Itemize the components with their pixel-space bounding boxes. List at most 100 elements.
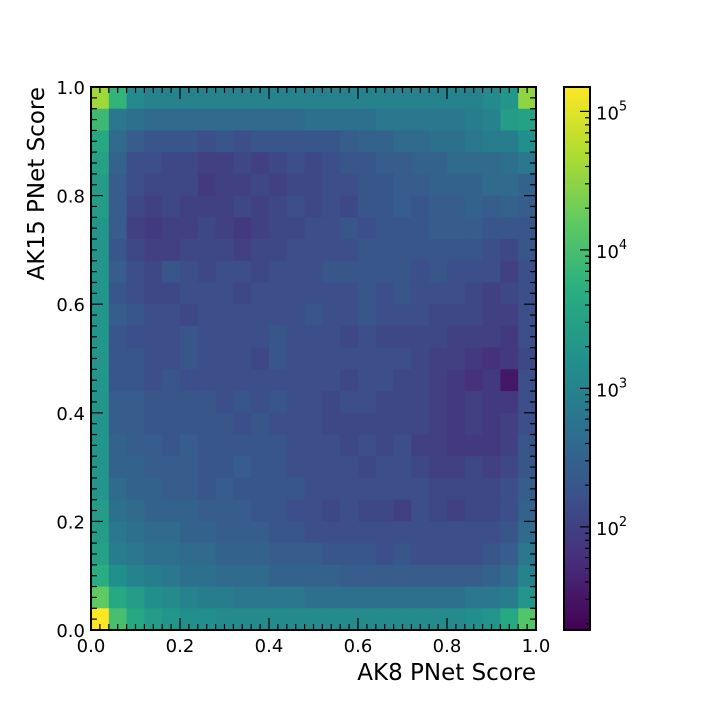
heatmap-cell	[518, 412, 537, 436]
heatmap-cell	[322, 260, 341, 284]
heatmap-cell	[180, 87, 199, 110]
heatmap-cell	[286, 456, 306, 479]
heatmap-cell	[322, 195, 341, 218]
x-axis-title: AK8 PNet Score	[357, 660, 536, 686]
heatmap-cell	[482, 325, 501, 349]
heatmap-cell	[447, 477, 466, 501]
heatmap-cell	[162, 304, 181, 327]
heatmap-cell	[91, 477, 110, 501]
heatmap-cell	[180, 521, 199, 544]
heatmap-cell	[518, 391, 537, 414]
heatmap-cell	[162, 260, 181, 284]
heatmap-cell	[411, 434, 430, 457]
heatmap-cell	[269, 173, 288, 197]
heatmap-cell	[180, 477, 199, 501]
heatmap-cell	[464, 412, 484, 436]
heatmap-cell	[251, 325, 270, 349]
heatmap-cell	[358, 499, 377, 522]
heatmap-cell	[251, 347, 270, 370]
heatmap-cell	[393, 347, 412, 370]
heatmap-cell	[180, 260, 199, 284]
heatmap-cell	[500, 434, 519, 457]
heatmap-cell	[411, 369, 430, 392]
heatmap-cell	[286, 304, 306, 327]
heatmap-cell	[251, 412, 270, 436]
heatmap-cell	[251, 564, 270, 588]
heatmap-cell	[447, 195, 466, 218]
x-tick-label: 0.6	[344, 636, 373, 657]
heatmap-cell	[162, 499, 181, 522]
heatmap-cell	[286, 173, 306, 197]
heatmap-cell	[251, 130, 270, 153]
heatmap-cell	[482, 521, 501, 544]
heatmap-cell	[375, 477, 395, 501]
heatmap-cell	[411, 239, 430, 262]
heatmap-cell	[269, 434, 288, 457]
heatmap-cell	[144, 282, 163, 305]
heatmap-cell	[375, 239, 395, 262]
y-tick-label: 0.6	[56, 295, 85, 316]
heatmap-cell	[482, 434, 501, 457]
heatmap-cell	[304, 586, 323, 609]
heatmap-cell	[500, 564, 519, 588]
heatmap-cell	[144, 608, 163, 631]
heatmap-cell	[215, 130, 234, 153]
heatmap-cell	[108, 521, 128, 544]
heatmap-cell	[322, 173, 341, 197]
heatmap-cell	[233, 499, 252, 522]
heatmap-cell	[340, 87, 359, 110]
heatmap-cell	[393, 456, 412, 479]
heatmap-cell	[126, 564, 145, 588]
heatmap-cell	[269, 260, 288, 284]
heatmap-cell	[375, 173, 395, 197]
heatmap-cell	[429, 87, 448, 110]
heatmap-cell	[393, 304, 412, 327]
heatmap-cell	[215, 586, 234, 609]
heatmap-cell	[464, 477, 484, 501]
heatmap-cell	[464, 586, 484, 609]
heatmap-cell	[144, 369, 163, 392]
heatmap-cell	[482, 108, 501, 132]
heatmap-cell	[144, 477, 163, 501]
heatmap-cell	[144, 217, 163, 240]
heatmap-cell	[482, 87, 501, 110]
heatmap-cell	[269, 325, 288, 349]
heatmap-cell	[464, 543, 484, 566]
heatmap-cell	[304, 347, 323, 370]
heatmap-cell	[91, 173, 110, 197]
heatmap-cell	[482, 260, 501, 284]
heatmap-cell	[447, 260, 466, 284]
heatmap-cell	[340, 260, 359, 284]
heatmap-cell	[429, 608, 448, 631]
heatmap-cell	[180, 434, 199, 457]
heatmap-cell	[269, 608, 288, 631]
heatmap-cell	[162, 108, 181, 132]
heatmap-cell	[447, 304, 466, 327]
heatmap-cell	[251, 87, 270, 110]
heatmap-cell	[251, 499, 270, 522]
heatmap-cell	[429, 564, 448, 588]
heatmap-cell	[304, 195, 323, 218]
heatmap-cell	[180, 239, 199, 262]
heatmap-cell	[286, 260, 306, 284]
heatmap-cell	[180, 173, 199, 197]
heatmap-cell	[233, 325, 252, 349]
heatmap-cell	[429, 195, 448, 218]
heatmap-cell	[375, 369, 395, 392]
heatmap-cell	[411, 304, 430, 327]
heatmap-cell	[197, 130, 217, 153]
heatmap-cell	[91, 195, 110, 218]
heatmap-cell	[322, 282, 341, 305]
heatmap-cell	[126, 586, 145, 609]
heatmap-cell	[500, 108, 519, 132]
heatmap-cell	[447, 456, 466, 479]
heatmap-cell	[429, 477, 448, 501]
heatmap-cell	[197, 195, 217, 218]
heatmap-cell	[269, 217, 288, 240]
heatmap-cell	[375, 434, 395, 457]
heatmap-cell	[482, 369, 501, 392]
heatmap-cell	[108, 152, 128, 175]
heatmap-cell	[180, 369, 199, 392]
heatmap-cell	[322, 108, 341, 132]
heatmap-cell	[375, 564, 395, 588]
